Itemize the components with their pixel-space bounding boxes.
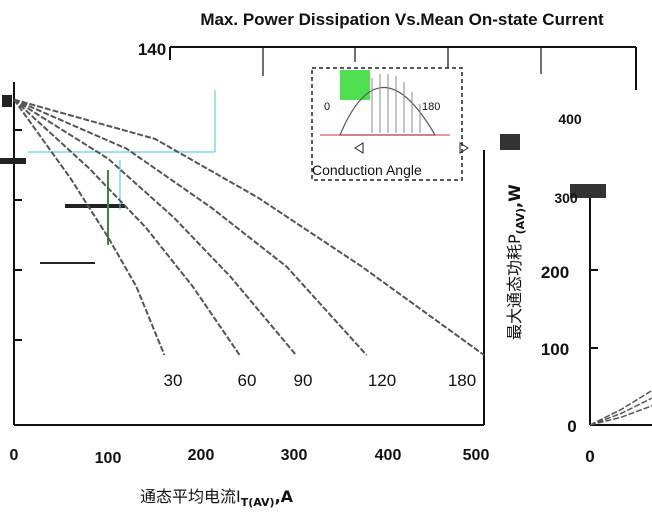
x-tick-500: 500 xyxy=(463,447,490,464)
conduction-angle-inset: 0 180 Conduction Angle xyxy=(311,67,469,181)
left-x-ticks: 0 100 200 300 400 500 xyxy=(10,447,490,467)
series-line-180 xyxy=(13,98,485,356)
curve-label-60: 60 xyxy=(238,371,257,390)
series-line-90 xyxy=(13,98,297,356)
curve-labels: 30 60 90 120 180 xyxy=(164,371,477,390)
right-x-tick-0: 0 xyxy=(585,447,594,466)
right-y-axis-label: 最大通态功耗P(AV),W xyxy=(505,184,527,340)
inset-caption: Conduction Angle xyxy=(312,162,422,178)
series-line-1 xyxy=(589,397,652,426)
curve-label-90: 90 xyxy=(294,371,313,390)
x-tick-100: 100 xyxy=(95,450,122,467)
inset-end-label: 180 xyxy=(422,101,440,113)
left-chart-curves xyxy=(13,98,485,356)
left-x-axis-label: 通态平均电流IT(AV),A xyxy=(140,487,294,509)
left-chart-frame xyxy=(0,82,485,426)
y-tick-200: 200 xyxy=(541,263,569,282)
x-tick-0: 0 xyxy=(10,447,19,464)
x-tick-400: 400 xyxy=(375,447,402,464)
curve-label-120: 120 xyxy=(368,371,396,390)
series-line-30 xyxy=(13,99,166,356)
top-axis: 140 xyxy=(138,40,637,90)
series-line-2 xyxy=(589,405,652,426)
curve-label-30: 30 xyxy=(164,371,183,390)
series-line-60 xyxy=(13,98,241,356)
inset-start-label: 0 xyxy=(324,101,330,113)
right-chart-frame xyxy=(500,134,652,430)
top-axis-value: 140 xyxy=(138,40,166,59)
y-tick-0: 0 xyxy=(567,417,576,436)
series-line-120 xyxy=(13,98,368,356)
x-tick-300: 300 xyxy=(281,447,308,464)
x-tick-200: 200 xyxy=(188,447,215,464)
chart-title: Max. Power Dissipation Vs.Mean On-state … xyxy=(200,10,604,29)
y-tick-300: 300 xyxy=(554,190,578,206)
right-chart-curves xyxy=(589,389,652,426)
y-tick-100: 100 xyxy=(541,340,569,359)
curve-label-180: 180 xyxy=(448,371,476,390)
series-line-0 xyxy=(589,389,652,426)
y-tick-400: 400 xyxy=(558,111,582,127)
right-y-ticks: 0 100 200 300 400 xyxy=(541,111,582,436)
